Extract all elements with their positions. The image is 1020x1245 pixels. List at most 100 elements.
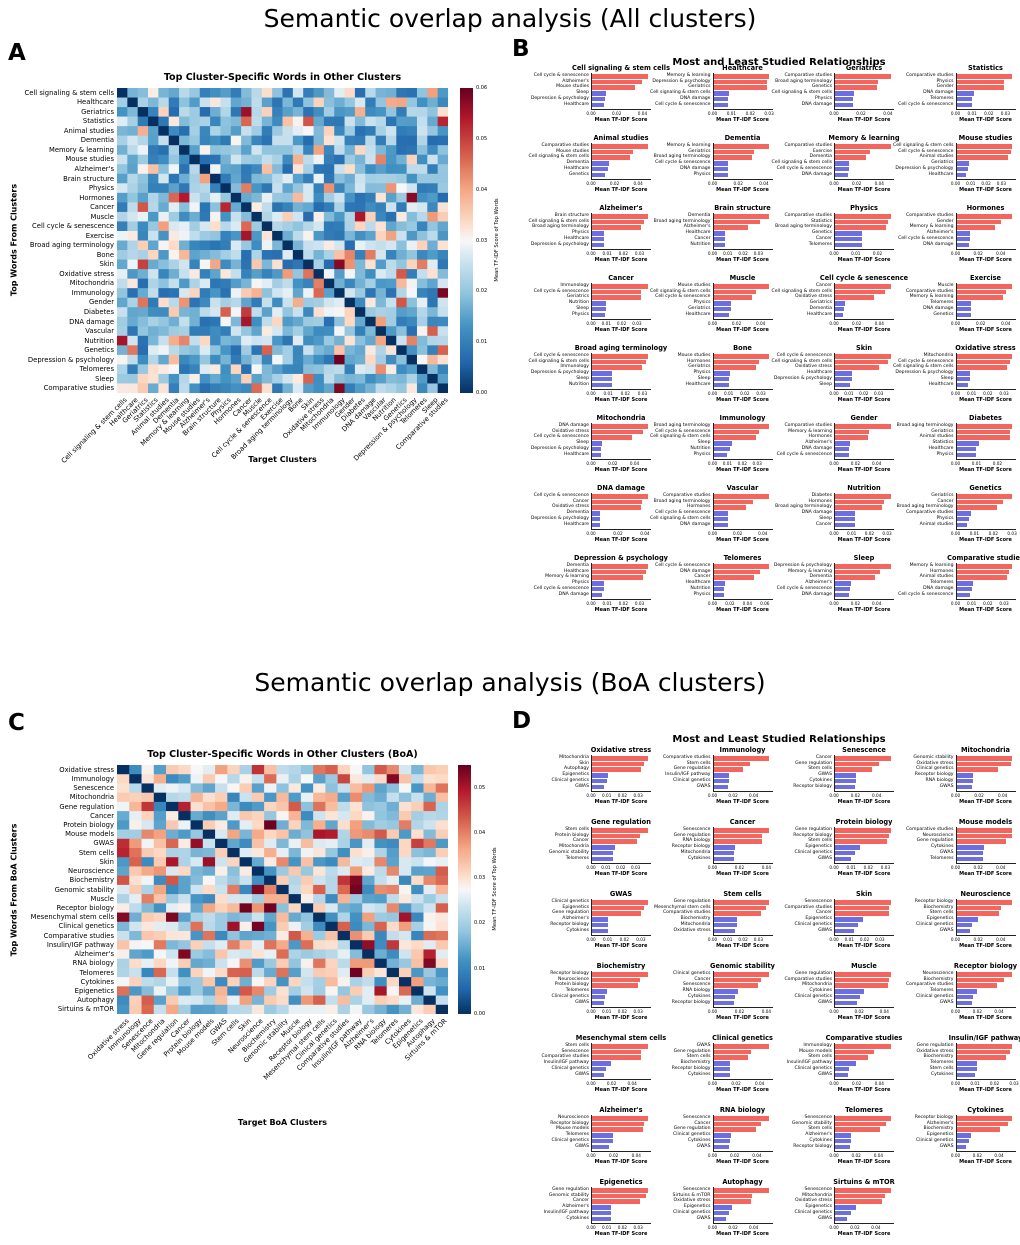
colorbar-tick-label: 0.03 [474, 875, 486, 882]
mini-chart-title: Cell cycle & senescence [819, 274, 909, 282]
bar-most [834, 1199, 883, 1205]
axis-tick-label: 0.03 [875, 937, 885, 942]
colorbar-tick-label: 0.04 [476, 186, 488, 193]
bar-least [834, 236, 863, 242]
mini-bar-label: Oxidative stress [794, 364, 832, 370]
bar-least [591, 301, 607, 306]
bar-most [712, 1121, 762, 1127]
axis-left-spine [955, 73, 957, 109]
axis-tick-label: 0.04 [874, 321, 884, 326]
mini-bar-label: Geriatrics [688, 84, 711, 90]
mini-chart-title: Gender [850, 414, 878, 422]
mini-bar-label: GWAS [939, 927, 954, 933]
mini-bar-label: Clinical genetics [794, 1065, 832, 1071]
bar-least [712, 773, 729, 778]
mini-bar-label: Sleep [576, 375, 589, 381]
mini-bar-label: Healthcare [685, 580, 711, 586]
axis-tick-label: 0.03 [874, 391, 884, 396]
axis-caption: Mean TF-IDF Score [716, 1086, 769, 1093]
axis-tick-label: 0.00 [950, 793, 961, 798]
mini-chart: Skin Senescence Comparative studies Cancer E… [777, 890, 896, 950]
bar-most [834, 761, 879, 767]
axis-bottom-spine [591, 935, 651, 936]
bar-most [955, 983, 997, 989]
axis-tick-label: 0.02 [619, 937, 629, 942]
axis-caption: Mean TF-IDF Score [837, 870, 891, 877]
bar-least [834, 917, 864, 922]
bar-most [955, 505, 997, 511]
mini-bar-label: Memory & learning [666, 143, 711, 148]
bar-least [955, 236, 971, 242]
axis-left-spine [834, 283, 835, 319]
axis-caption: Mean TF-IDF Score [594, 942, 648, 949]
mini-bar-label: Receptor biology [793, 832, 832, 838]
mini-bar-label: Memory & learning [788, 568, 832, 574]
mini-bar-label: Cancer [572, 838, 589, 844]
axis-tick-label: 0.04 [759, 181, 769, 186]
bar-least [712, 1216, 726, 1222]
axis-bottom-spine [834, 249, 894, 250]
mini-bar-label: Sleep [576, 90, 589, 96]
bar-least [591, 312, 605, 318]
bar-least [712, 845, 736, 850]
mini-chart-title: Mitochondria [960, 746, 1011, 754]
bar-least [591, 306, 607, 312]
mini-bar-label: Cell cycle & senescence [533, 353, 589, 358]
mini-bar-label: Protein biology [554, 982, 589, 988]
mini-bar-label: Cell signaling & stem cells [650, 515, 711, 521]
mini-bar-label: Muscle [937, 283, 954, 288]
mini-chart: Receptor biology Neuroscience Biochemistry… [899, 962, 1018, 1022]
axis-tick-label: 0.00 [829, 181, 839, 186]
axis-tick-label: 0.02 [608, 461, 618, 466]
bar-least [955, 850, 983, 856]
heatmap-row-label: Mitochondria [69, 793, 114, 802]
bar-most [834, 1127, 880, 1133]
mini-bar-label: Nutrition [690, 585, 711, 591]
mini-bar-label: Telomeres [930, 988, 954, 994]
bar-least [591, 850, 614, 856]
bar-least [712, 301, 731, 306]
axis-tick-label: 0.01 [601, 865, 611, 870]
mini-bar-label: GWAS [939, 849, 954, 855]
mini-bar-label: Comparative studies [905, 827, 954, 832]
mini-bar-label: DNA damage [923, 305, 954, 311]
mini-bar-label: Broad aging terminology [896, 504, 954, 510]
axis-left-spine [712, 1115, 714, 1151]
axis-bottom-spine [834, 319, 894, 320]
mini-bar-label: Gene regulation [552, 1187, 589, 1192]
mini-bar-label: Genetics [811, 84, 832, 90]
mini-bar-label: Cell cycle & senescence [655, 563, 711, 568]
bar-most [712, 505, 747, 511]
mini-bar-label: Neuroscience [557, 1115, 589, 1120]
bar-least [955, 778, 974, 784]
mini-bar-label: Telomeres [565, 988, 589, 994]
mini-bar-label: RNA biology [682, 988, 711, 994]
axis-tick-label: 0.04 [996, 865, 1006, 870]
bar-least [955, 91, 974, 96]
mini-bar-label: Genomic stability [548, 1192, 589, 1198]
bar-least [591, 581, 604, 586]
heatmap-row-label: Genomic stability [54, 885, 114, 894]
mini-bar-label: Biochemistry [923, 1126, 954, 1132]
axis-caption: Mean TF-IDF Score [837, 1014, 891, 1021]
axis-tick-label: 0.00 [586, 391, 596, 396]
bar-least [712, 376, 729, 382]
bar-least [591, 452, 601, 458]
axis-tick-label: 0.00 [950, 321, 961, 326]
bar-most [591, 499, 643, 505]
bar-least [834, 306, 845, 312]
bar-least [955, 306, 971, 312]
mini-chart-title: Mitochondria [596, 414, 646, 422]
axis-left-spine [591, 353, 592, 389]
bar-most [712, 569, 761, 575]
mini-chart-title: Sleep [853, 554, 875, 562]
axis-tick-label: 0.02 [864, 531, 875, 536]
mini-bar-label: GWAS [939, 783, 954, 789]
axis-tick-label: 0.02 [981, 181, 991, 186]
bar-least [712, 592, 724, 598]
mini-bar-label: Comparative studies [662, 493, 711, 498]
mini-bar-label: Cell cycle & senescence [655, 428, 711, 434]
mini-chart: Genomic stability Clinical genetics Cancer… [656, 962, 775, 1022]
mini-bar-label: Cell cycle & senescence [898, 148, 954, 154]
mini-bar-label: Clinical genetics [794, 921, 832, 927]
